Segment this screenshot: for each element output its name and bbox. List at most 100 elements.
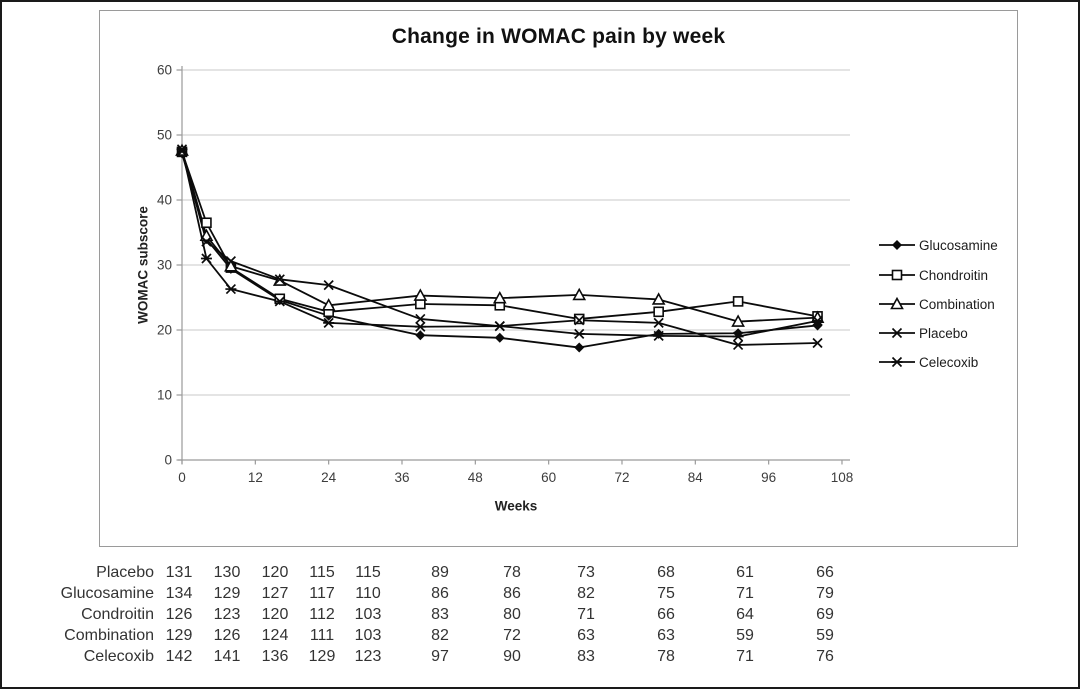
- table-cell: 127: [261, 585, 289, 602]
- x-tick-label: 84: [688, 470, 704, 485]
- table-cell: 90: [503, 648, 521, 665]
- table-cell: 78: [503, 564, 521, 581]
- marker-asterisk: [891, 356, 903, 368]
- x-tick-label: 12: [248, 470, 263, 485]
- table-row-label: Placebo: [96, 564, 154, 581]
- table-row-label: Combination: [64, 627, 154, 644]
- table-cell: 126: [213, 627, 241, 644]
- y-tick-label: 60: [157, 63, 172, 78]
- legend-label: Placebo: [919, 325, 968, 341]
- table-cell: 103: [354, 627, 382, 644]
- table-row-label: Condroitin: [81, 606, 154, 623]
- x-tick-label: 36: [394, 470, 409, 485]
- table-cell: 134: [165, 585, 193, 602]
- marker-asterisk: [653, 330, 665, 341]
- legend-label: Chondroitin: [919, 267, 989, 283]
- marker-x: [225, 255, 236, 267]
- table-cell: 80: [503, 606, 521, 623]
- table-cell: 75: [657, 585, 675, 602]
- legend-label: Combination: [919, 296, 995, 312]
- marker-diamond: [494, 332, 505, 343]
- marker-triangle: [224, 259, 238, 272]
- table-cell: 120: [261, 564, 289, 581]
- y-tick-label: 0: [164, 453, 172, 468]
- legend-label: Celecoxib: [919, 354, 979, 370]
- table-cell: 129: [165, 627, 193, 644]
- table-cell: 71: [736, 648, 754, 665]
- marker-x: [176, 146, 188, 157]
- table-cell: 129: [213, 585, 241, 602]
- table-cell: 141: [213, 648, 241, 665]
- marker-triangle: [572, 287, 587, 301]
- x-tick-label: 108: [831, 470, 854, 485]
- y-tick-label: 10: [157, 388, 172, 403]
- x-tick-label: 24: [321, 470, 337, 485]
- marker-x: [274, 274, 285, 285]
- table-row-celecoxib: Celecoxib 142 141 136 129 123 97 90 83 78 71 76: [2, 646, 1078, 667]
- marker-asterisk: [573, 328, 585, 340]
- table-cell: 83: [577, 648, 595, 665]
- marker-x: [732, 339, 744, 351]
- table-cell: 103: [354, 606, 382, 623]
- marker-x: [891, 327, 903, 339]
- table-row-combination: Combination 129 126 124 111 103 82 72 63 63 59 59: [2, 625, 1078, 646]
- table-cell: 61: [736, 564, 754, 581]
- marker-diamond: [415, 330, 426, 341]
- table-cell: 129: [308, 648, 336, 665]
- marker-asterisk: [274, 296, 286, 307]
- table-cell: 117: [309, 585, 335, 602]
- y-tick-label: 50: [157, 128, 172, 143]
- table-row-label: Glucosamine: [60, 585, 154, 602]
- marker-square: [415, 298, 426, 310]
- table-cell: 76: [816, 648, 834, 665]
- marker-square: [201, 217, 212, 229]
- table-cell: 86: [503, 585, 521, 602]
- table-cell: 123: [213, 606, 241, 623]
- table-cell: 73: [577, 564, 595, 581]
- marker-asterisk: [200, 253, 212, 264]
- table-cell: 126: [165, 606, 193, 623]
- marker-triangle: [731, 314, 745, 327]
- marker-x: [415, 313, 426, 325]
- marker-asterisk: [414, 321, 426, 332]
- legend-item-celecoxib: Celecoxib: [878, 354, 978, 370]
- legend-item-glucosamine: Glucosamine: [878, 237, 998, 253]
- table-cell: 68: [657, 564, 675, 581]
- table-cell: 130: [213, 564, 241, 581]
- table-cell: 59: [736, 627, 754, 644]
- legend-label: Glucosamine: [919, 237, 998, 253]
- y-tick-label: 20: [157, 323, 172, 338]
- table-cell: 131: [165, 564, 193, 581]
- table-cell: 72: [503, 627, 521, 644]
- marker-diamond: [574, 342, 585, 353]
- marker-asterisk: [494, 320, 506, 332]
- table-cell: 78: [657, 648, 675, 665]
- legend-item-combination: Combination: [878, 296, 995, 312]
- table-row-label: Celecoxib: [83, 648, 154, 665]
- x-tick-label: 60: [541, 470, 556, 485]
- table-cell: 120: [261, 606, 289, 623]
- marker-x: [201, 236, 212, 247]
- table-cell: 59: [816, 627, 834, 644]
- table-cell: 79: [816, 585, 834, 602]
- marker-x: [653, 317, 664, 328]
- table-cell: 63: [577, 627, 595, 644]
- table-cell: 82: [577, 585, 595, 602]
- marker-triangle: [413, 288, 428, 301]
- table-cell: 71: [577, 606, 595, 623]
- y-axis-title: WOMAC subscore: [135, 206, 151, 324]
- asterisk-icon: [879, 356, 915, 368]
- legend-item-placebo: Placebo: [878, 325, 968, 341]
- table-cell: 136: [261, 648, 289, 665]
- marker-triangle: [321, 298, 336, 311]
- table-cell: 71: [736, 585, 754, 602]
- table-cell: 63: [657, 627, 675, 644]
- diamond-filled-icon: [879, 240, 915, 250]
- x-axis-title: Weeks: [494, 498, 538, 514]
- triangle-open-icon: [879, 297, 915, 310]
- square-open-icon: [879, 269, 915, 281]
- table-cell: 112: [309, 606, 335, 623]
- table-cell: 111: [309, 627, 335, 644]
- series-line-glucosamine: [181, 152, 818, 349]
